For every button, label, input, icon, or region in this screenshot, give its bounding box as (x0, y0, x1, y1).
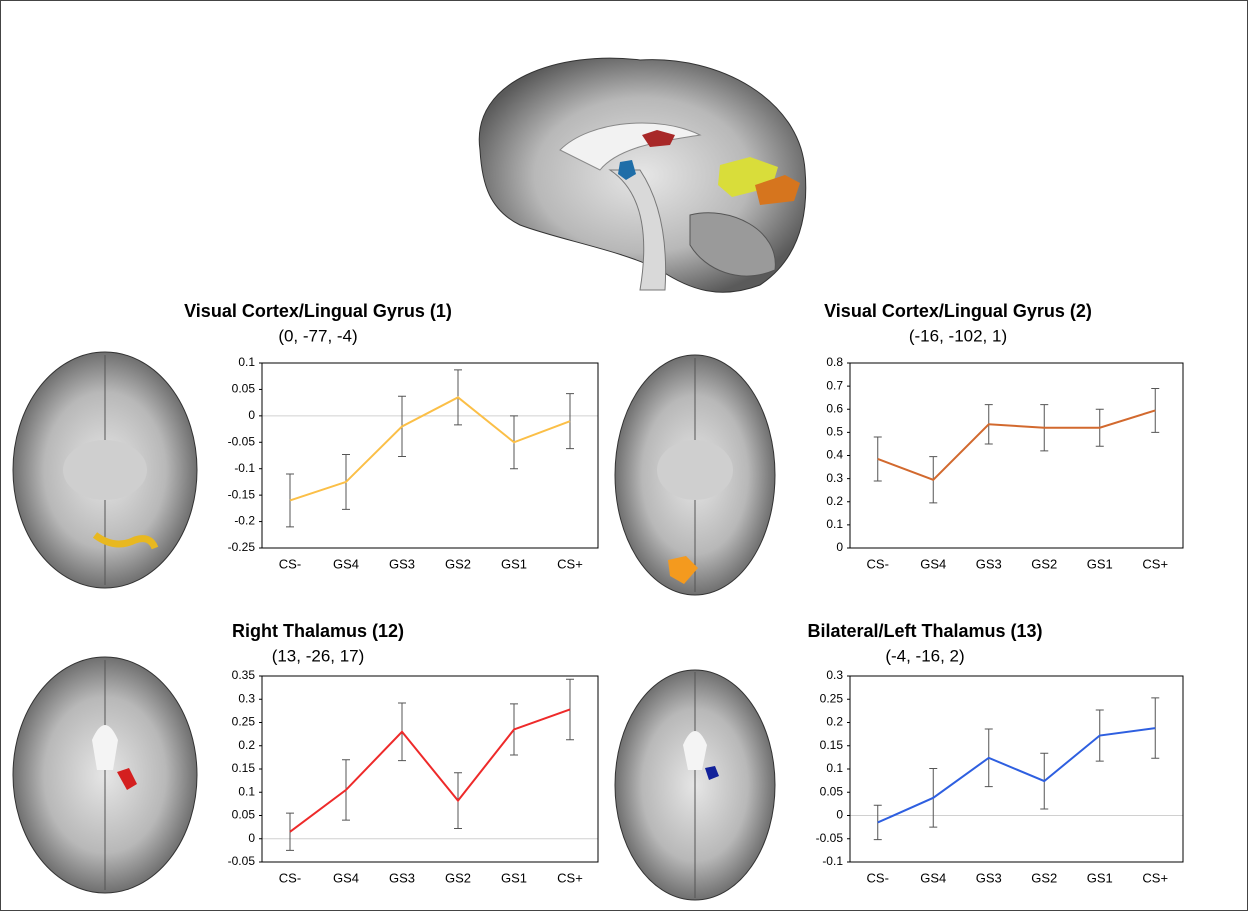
x-tick-label: GS2 (445, 870, 471, 885)
plot-area (849, 362, 1184, 549)
data-line (289, 396, 571, 502)
x-tick-label: CS+ (1142, 870, 1168, 885)
axial-brain-1 (12, 351, 198, 589)
data-line (877, 727, 1156, 824)
x-tick-label: GS1 (501, 556, 527, 571)
y-tick-label: 0.2 (826, 715, 843, 729)
chart-subtitle: (0, -77, -4) (278, 326, 357, 345)
y-tick-label: 0.4 (826, 448, 843, 462)
y-tick-label: 0 (248, 831, 255, 845)
x-tick-label: CS+ (557, 870, 583, 885)
x-tick-label: GS1 (501, 870, 527, 885)
x-tick-label: CS+ (557, 556, 583, 571)
plot-area (261, 362, 599, 549)
axial-brain-2 (614, 354, 776, 596)
y-tick-label: -0.05 (228, 854, 256, 868)
x-tick-label: GS3 (389, 556, 415, 571)
plot-area (261, 675, 599, 863)
data-line (877, 409, 1156, 481)
y-tick-label: 0 (836, 540, 843, 554)
y-tick-label: 0.05 (820, 784, 844, 798)
y-tick-label: 0.15 (820, 738, 844, 752)
plot-area (849, 675, 1184, 863)
sagittal-brain (478, 57, 807, 293)
y-tick-label: -0.1 (822, 854, 843, 868)
y-tick-label: -0.25 (228, 540, 256, 554)
x-tick-label: GS2 (1031, 556, 1057, 571)
y-tick-label: 0.1 (826, 761, 843, 775)
y-tick-label: 0 (836, 808, 843, 822)
y-tick-label: -0.2 (234, 514, 255, 528)
y-tick-label: 0.1 (238, 355, 255, 369)
x-tick-label: CS- (867, 870, 889, 885)
y-tick-label: 0 (248, 408, 255, 422)
y-tick-label: 0.6 (826, 401, 843, 415)
x-tick-label: CS+ (1142, 556, 1168, 571)
chart-title: Right Thalamus (12) (232, 621, 404, 641)
y-tick-label: 0.3 (826, 668, 843, 682)
y-tick-label: -0.05 (228, 434, 256, 448)
x-tick-label: GS1 (1087, 556, 1113, 571)
x-tick-label: GS1 (1087, 870, 1113, 885)
y-tick-label: 0.35 (232, 668, 256, 682)
data-line (289, 708, 571, 833)
x-tick-label: GS3 (389, 870, 415, 885)
x-tick-label: GS2 (1031, 870, 1057, 885)
x-tick-label: GS2 (445, 556, 471, 571)
y-tick-label: 0.2 (238, 738, 255, 752)
chart-title: Visual Cortex/Lingual Gyrus (1) (184, 301, 452, 321)
x-tick-label: GS4 (333, 556, 359, 571)
y-tick-label: -0.15 (228, 487, 256, 501)
axial-brain-4 (614, 669, 776, 901)
x-tick-label: CS- (867, 556, 889, 571)
y-tick-label: 0.1 (826, 517, 843, 531)
y-tick-label: 0.7 (826, 378, 843, 392)
chart-subtitle: (13, -26, 17) (272, 646, 365, 665)
y-tick-label: 0.25 (820, 691, 844, 705)
axial-brain-3 (12, 656, 198, 894)
y-tick-label: 0.3 (238, 691, 255, 705)
chart-title: Bilateral/Left Thalamus (13) (807, 621, 1042, 641)
y-tick-label: 0.05 (232, 382, 256, 396)
x-tick-label: GS4 (333, 870, 359, 885)
chart-title: Visual Cortex/Lingual Gyrus (2) (824, 301, 1092, 321)
x-tick-label: CS- (279, 870, 301, 885)
x-tick-label: GS3 (976, 870, 1002, 885)
x-tick-label: GS4 (920, 870, 946, 885)
y-tick-label: 0.1 (238, 784, 255, 798)
x-tick-label: CS- (279, 556, 301, 571)
y-tick-label: 0.05 (232, 808, 256, 822)
x-tick-label: GS4 (920, 556, 946, 571)
y-tick-label: -0.1 (234, 461, 255, 475)
y-tick-label: 0.3 (826, 471, 843, 485)
y-tick-label: 0.8 (826, 355, 843, 369)
y-tick-label: 0.25 (232, 715, 256, 729)
y-tick-label: 0.2 (826, 494, 843, 508)
chart-subtitle: (-16, -102, 1) (909, 326, 1007, 345)
chart-subtitle: (-4, -16, 2) (885, 646, 964, 665)
y-tick-label: -0.05 (816, 831, 844, 845)
y-tick-label: 0.5 (826, 425, 843, 439)
x-tick-label: GS3 (976, 556, 1002, 571)
y-tick-label: 0.15 (232, 761, 256, 775)
